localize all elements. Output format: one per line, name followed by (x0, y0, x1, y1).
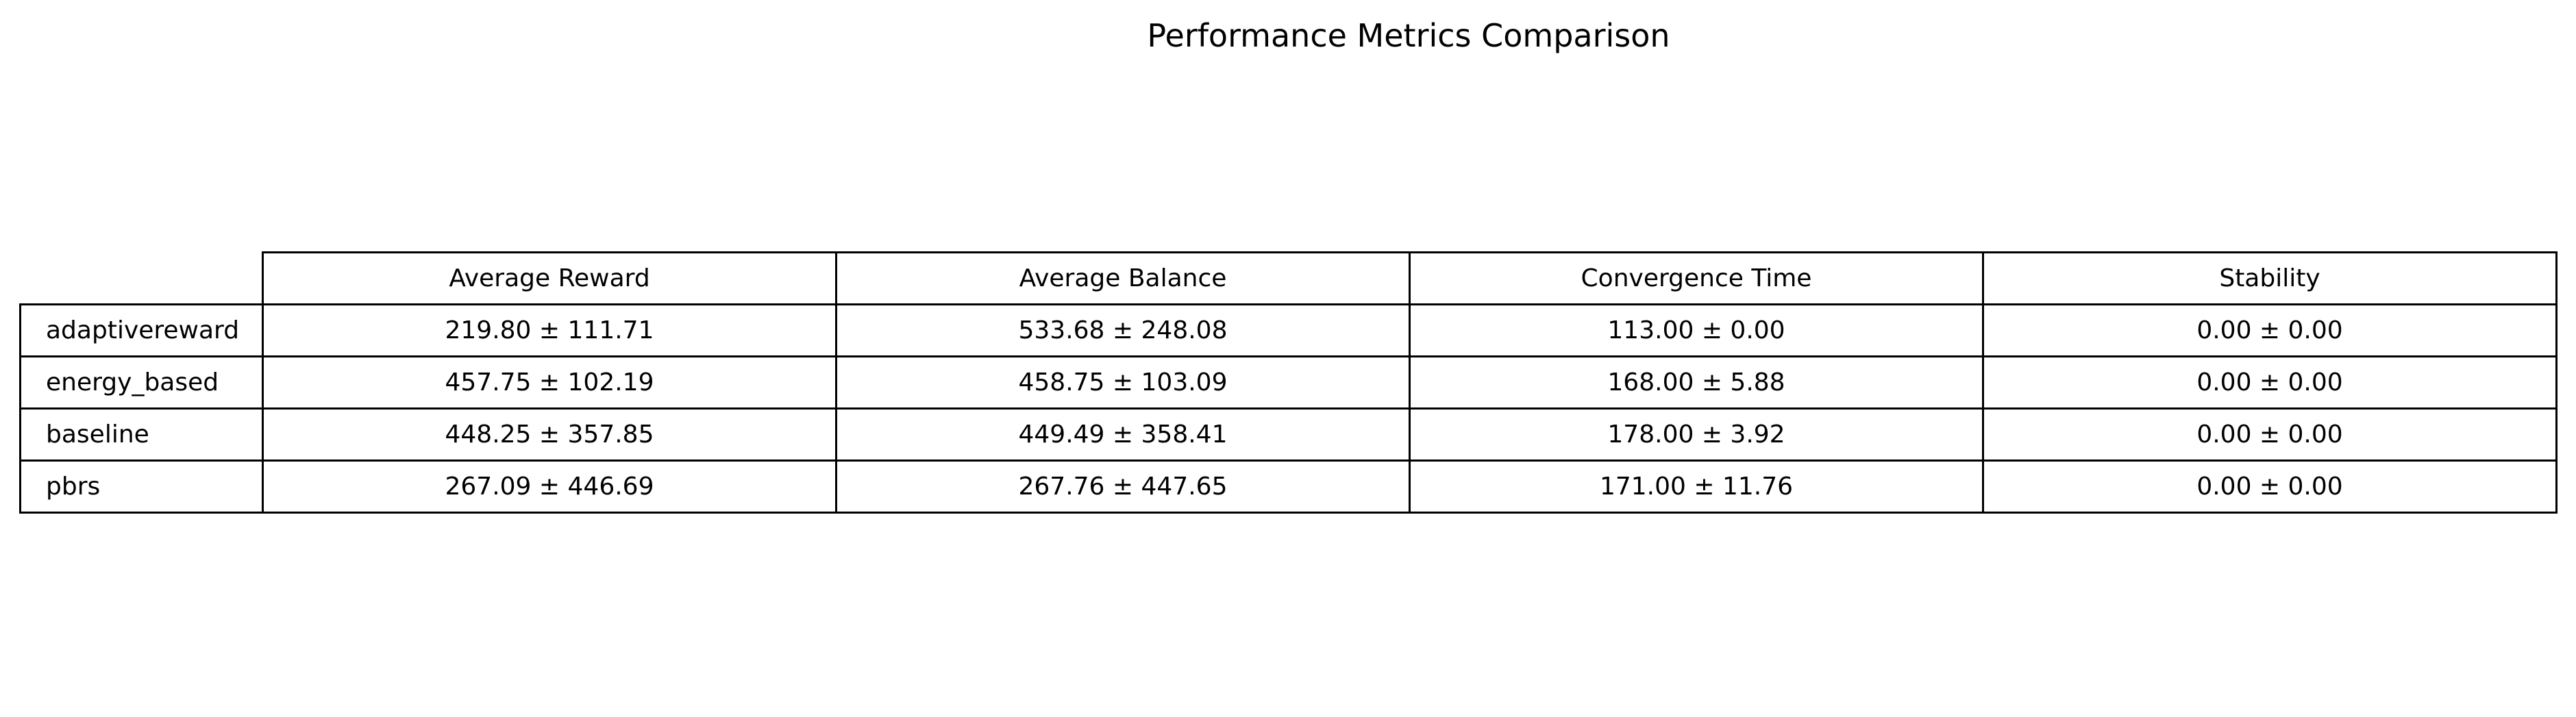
table-cell: 533.68 ± 248.08 (835, 303, 1411, 357)
table-cell: 113.00 ± 0.00 (1409, 303, 1984, 357)
table-cell: 171.00 ± 11.76 (1409, 460, 1984, 514)
table-cell: 0.00 ± 0.00 (1982, 303, 2558, 357)
table-cell: 458.75 ± 103.09 (835, 355, 1411, 410)
table-row: energy_based 457.75 ± 102.19 458.75 ± 10… (19, 355, 2558, 410)
corner-cell (21, 253, 263, 305)
column-header-convergence-time: Convergence Time (1409, 251, 1984, 305)
table-row: baseline 448.25 ± 357.85 449.49 ± 358.41… (19, 407, 2558, 462)
table-cell: 219.80 ± 111.71 (262, 303, 837, 357)
column-header-average-balance: Average Balance (835, 251, 1411, 305)
row-label: adaptivereward (19, 303, 264, 357)
table-cell: 267.09 ± 446.69 (262, 460, 837, 514)
table-cell: 0.00 ± 0.00 (1982, 355, 2558, 410)
table-cell: 178.00 ± 3.92 (1409, 407, 1984, 462)
chart-title: Performance Metrics Comparison (1147, 17, 1670, 54)
row-label: energy_based (19, 355, 264, 410)
table-cell: 448.25 ± 357.85 (262, 407, 837, 462)
column-header-average-reward: Average Reward (262, 251, 837, 305)
column-header-stability: Stability (1982, 251, 2558, 305)
metrics-table: Average Reward Average Balance Convergen… (19, 251, 2558, 514)
table-row: adaptivereward 219.80 ± 111.71 533.68 ± … (19, 303, 2558, 357)
table-cell: 449.49 ± 358.41 (835, 407, 1411, 462)
table-cell: 457.75 ± 102.19 (262, 355, 837, 410)
table-row: pbrs 267.09 ± 446.69 267.76 ± 447.65 171… (19, 460, 2558, 514)
table-cell: 267.76 ± 447.65 (835, 460, 1411, 514)
row-label: baseline (19, 407, 264, 462)
header-row: Average Reward Average Balance Convergen… (21, 251, 2558, 305)
table-cell: 0.00 ± 0.00 (1982, 407, 2558, 462)
table-cell: 168.00 ± 5.88 (1409, 355, 1984, 410)
row-label: pbrs (19, 460, 264, 514)
table-cell: 0.00 ± 0.00 (1982, 460, 2558, 514)
